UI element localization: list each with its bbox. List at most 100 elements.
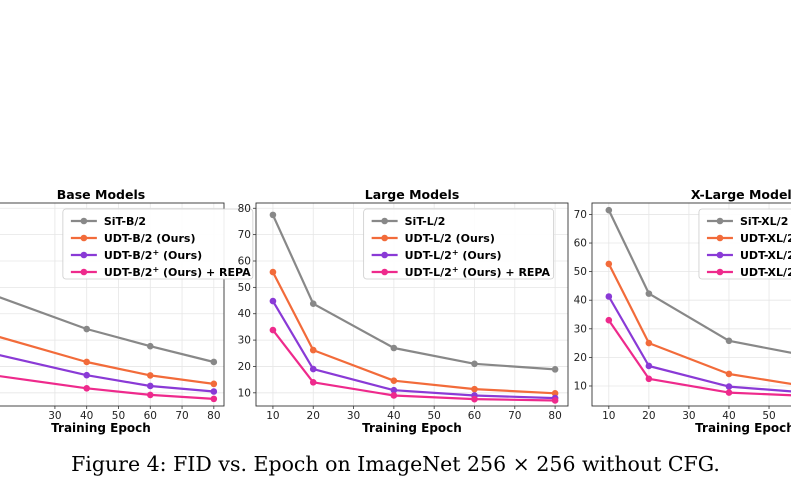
x-tick-label: 10 xyxy=(266,410,279,422)
data-point xyxy=(645,375,653,383)
x-tick-label: 60 xyxy=(468,410,481,422)
plot-frame xyxy=(0,202,225,407)
legend-swatch-marker xyxy=(80,234,88,242)
legend-swatch-marker xyxy=(716,251,724,259)
legend-swatch-marker xyxy=(716,217,724,225)
data-point xyxy=(390,386,398,394)
x-axis-label: Training Epoch xyxy=(362,421,462,435)
legend-entry-label: UDT-XL/2 (Ours) xyxy=(740,232,791,245)
data-point xyxy=(645,339,653,347)
y-tick-label: 50 xyxy=(238,282,251,294)
data-point xyxy=(210,380,218,388)
x-axis-label: Training Epoch xyxy=(51,421,151,435)
legend: SiT-L/2 UDT-L/2 (Ours) UDT-L/2+ (Ours) UDT-… xyxy=(363,208,555,280)
y-tick-label: 10 xyxy=(574,380,587,392)
figure-caption: Figure 4: FID vs. Epoch on ImageNet 256 … xyxy=(71,452,720,476)
legend-swatch-marker xyxy=(80,268,88,276)
series-line xyxy=(271,271,556,395)
x-tick-label: 20 xyxy=(642,410,655,422)
data-point xyxy=(210,388,218,395)
panel-title: Large Models xyxy=(365,187,460,202)
y-tick-label: 60 xyxy=(238,256,251,268)
legend-swatch-marker xyxy=(80,251,88,259)
plot-frame xyxy=(255,202,569,407)
series-line xyxy=(0,354,214,393)
panel-2: 10 20 30 40 50 60 70 80 10 20 30 40 50 60 70 80 Large Mo… xyxy=(238,187,569,435)
data-point xyxy=(551,390,559,397)
data-point xyxy=(390,377,398,384)
y-tick-label: 30 xyxy=(238,335,251,347)
legend-swatch-marker xyxy=(381,234,388,242)
series-group xyxy=(605,206,791,397)
data-point xyxy=(725,337,733,345)
legend: SiT-B/2 UDT-B/2 (Ours) UDT-B/2+ (Ours) UDT-… xyxy=(62,208,254,280)
data-point xyxy=(725,383,733,390)
data-point xyxy=(471,395,478,403)
data-point xyxy=(471,385,478,393)
data-point xyxy=(83,385,90,392)
data-point xyxy=(146,391,154,399)
data-point xyxy=(645,362,653,370)
data-point xyxy=(390,344,398,352)
data-point xyxy=(551,366,559,373)
series-group xyxy=(269,211,559,404)
data-point xyxy=(146,342,154,350)
legend-swatch-marker xyxy=(381,268,388,276)
data-point xyxy=(146,372,154,379)
legend-box xyxy=(62,208,254,280)
data-point xyxy=(645,290,653,297)
x-tick-label: 50 xyxy=(112,410,125,422)
x-tick-label: 60 xyxy=(144,410,157,422)
data-point xyxy=(309,346,317,354)
data-point xyxy=(83,325,90,333)
y-tick-label: 50 xyxy=(574,266,587,278)
data-point xyxy=(605,260,613,268)
data-point xyxy=(605,316,613,324)
x-tick-label: 30 xyxy=(48,410,61,422)
legend-swatch-marker xyxy=(716,234,724,242)
x-axis-label: Training Epoch xyxy=(695,421,791,435)
legend-entry-label: UDT-L/2+ (Ours) xyxy=(405,248,502,262)
series-line xyxy=(0,375,214,400)
y-tick-label: 30 xyxy=(574,323,587,335)
x-tick-label: 70 xyxy=(508,410,521,422)
x-tick-label: 70 xyxy=(175,410,188,422)
x-tick-label: 10 xyxy=(602,410,615,422)
y-tick-label: 40 xyxy=(574,295,587,307)
x-tick-label: 20 xyxy=(307,410,320,422)
data-point xyxy=(210,358,218,366)
legend-entry-label: UDT-XL/2+ (Ours) xyxy=(740,248,791,262)
legend-entry-label: SiT-B/2 xyxy=(104,215,146,228)
data-point xyxy=(210,395,218,403)
data-point xyxy=(269,211,277,219)
data-point xyxy=(146,382,154,390)
data-point xyxy=(269,326,277,334)
legend-entry-label: UDT-L/2 (Ours) xyxy=(405,232,495,245)
y-tick-label: 10 xyxy=(238,387,251,399)
legend-swatch-marker xyxy=(716,268,724,276)
data-point xyxy=(551,397,559,404)
data-point xyxy=(471,360,478,368)
y-tick-label: 40 xyxy=(238,308,251,320)
series-group xyxy=(0,296,218,403)
y-tick-label: 70 xyxy=(574,209,587,221)
x-tick-label: 40 xyxy=(80,410,93,422)
figure-canvas: 30 40 50 60 70 80 Base Models Training Epoch SiT… xyxy=(0,187,791,435)
series-line xyxy=(0,296,215,364)
legend-swatch-marker xyxy=(381,251,388,259)
data-point xyxy=(309,378,317,386)
data-point xyxy=(269,268,277,276)
legend-box xyxy=(363,208,555,280)
y-tick-label: 20 xyxy=(574,352,587,364)
legend-swatch-marker xyxy=(80,217,88,225)
data-point xyxy=(83,371,90,379)
x-tick-label: 80 xyxy=(207,410,220,422)
panel-title: X-Large Models xyxy=(691,187,791,202)
panel-1: 30 40 50 60 70 80 Base Models Training Epoch SiT… xyxy=(0,187,254,435)
data-point xyxy=(725,389,733,396)
y-tick-label: 20 xyxy=(238,361,251,373)
legend-entry-label: UDT-XL/2+ (Ours) + REPA xyxy=(740,265,791,279)
series-line xyxy=(272,329,556,402)
y-tick-label: 60 xyxy=(574,238,587,250)
plot-frame xyxy=(591,202,791,407)
